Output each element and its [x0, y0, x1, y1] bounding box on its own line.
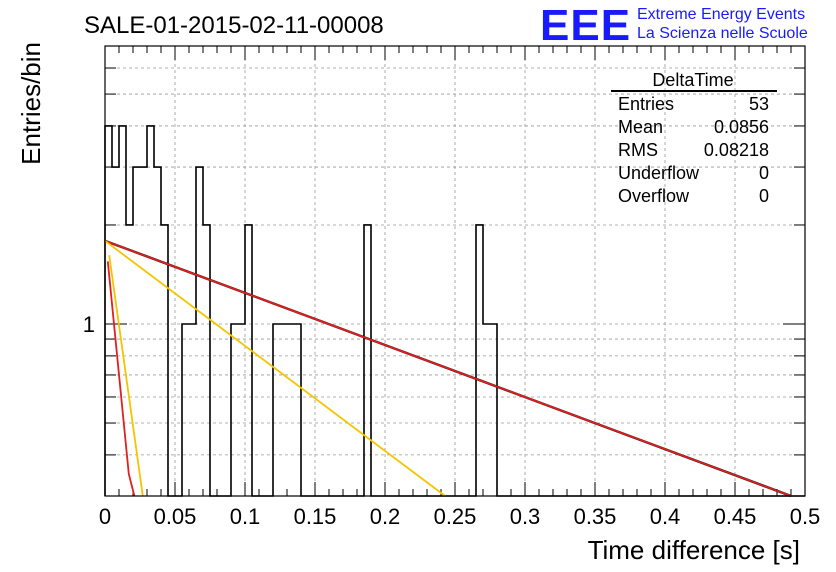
- fit-curve: [106, 261, 136, 497]
- fit-curves: [104, 239, 792, 498]
- x-tick-label: 0.35: [574, 504, 617, 529]
- stats-box: DeltaTime Entries 53 Mean 0.0856 RMS 0.0…: [611, 70, 777, 206]
- x-tick-label: 0.15: [294, 504, 337, 529]
- x-tick-labels: 0 0.05 0.1 0.15 0.2 0.25 0.3 0.35 0.4 0.45 0.5: [99, 504, 820, 529]
- stats-value: 0: [759, 186, 769, 206]
- y-axis-label: Entries/bin: [16, 42, 46, 165]
- stats-value: 0.08218: [704, 140, 769, 160]
- y-tick-labels: 1: [83, 312, 95, 337]
- grid-lines: [105, 46, 805, 497]
- x-tick-label: 0: [99, 504, 111, 529]
- chart-title: SALE-01-2015-02-11-00008: [84, 12, 384, 39]
- eee-logo: EEE: [540, 1, 631, 50]
- fit-curve: [108, 254, 144, 497]
- stats-title: DeltaTime: [652, 70, 733, 90]
- stats-label: Underflow: [618, 163, 700, 183]
- logo-line-1: Extreme Energy Events: [637, 6, 805, 23]
- stats-label: Mean: [618, 117, 663, 137]
- x-tick-label: 0.3: [510, 504, 541, 529]
- stats-label: RMS: [618, 140, 658, 160]
- logo-line-2: La Scienza nelle Scuole: [637, 25, 808, 42]
- stats-value: 0: [759, 163, 769, 183]
- y-tick-label: 1: [83, 312, 95, 337]
- x-tick-label: 0.2: [370, 504, 401, 529]
- stats-label: Entries: [618, 94, 674, 114]
- plot-frame: [104, 45, 806, 497]
- x-tick-label: 0.25: [434, 504, 477, 529]
- fit-curve: [104, 240, 446, 497]
- x-tick-label: 0.45: [714, 504, 757, 529]
- x-tick-label: 0.5: [790, 504, 821, 529]
- stats-value: 53: [749, 94, 769, 114]
- stats-value: 0.0856: [714, 117, 769, 137]
- stats-label: Overflow: [618, 186, 690, 206]
- x-tick-label: 0.4: [650, 504, 681, 529]
- x-axis-label: Time difference [s]: [588, 535, 800, 565]
- x-tick-label: 0.05: [154, 504, 197, 529]
- fit-curve: [104, 239, 792, 497]
- x-tick-label: 0.1: [230, 504, 261, 529]
